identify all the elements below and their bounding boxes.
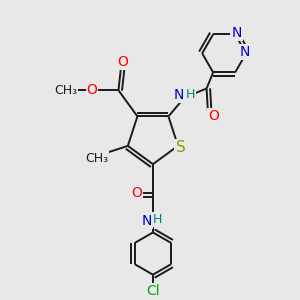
- Text: Cl: Cl: [146, 284, 160, 298]
- Text: O: O: [87, 83, 98, 97]
- Text: H: H: [186, 88, 195, 101]
- Text: N: N: [239, 45, 250, 59]
- Text: O: O: [117, 55, 128, 69]
- Text: O: O: [208, 109, 219, 123]
- Text: N: N: [142, 214, 152, 228]
- Text: H: H: [153, 213, 162, 226]
- Text: S: S: [176, 140, 185, 155]
- Text: CH₃: CH₃: [85, 152, 108, 165]
- Text: O: O: [131, 187, 142, 200]
- Text: N: N: [174, 88, 184, 102]
- Text: N: N: [231, 26, 242, 40]
- Text: CH₃: CH₃: [54, 84, 77, 97]
